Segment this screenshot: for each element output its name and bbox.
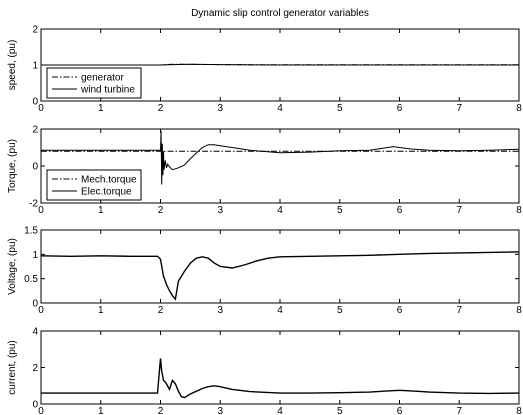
legend-entry: Mech.torque [81, 175, 137, 186]
y-tick-label: 0 [32, 162, 38, 173]
x-tick-label: 2 [158, 103, 164, 114]
y-axis-label: speed, (pu) [7, 40, 18, 91]
x-tick-label: 2 [158, 205, 164, 216]
x-tick-label: 4 [277, 305, 283, 316]
axes-box [40, 229, 520, 304]
series-line-2 [41, 130, 520, 185]
y-axis-label: Torque, (pu) [7, 139, 18, 193]
x-tick-label: 7 [456, 103, 462, 114]
x-tick-label: 0 [38, 406, 44, 415]
x-tick-label: 8 [516, 103, 522, 114]
x-tick-label: 5 [337, 205, 343, 216]
x-tick-label: 1 [98, 103, 104, 114]
x-tick-label: 6 [397, 103, 403, 114]
y-tick-label: 2 [32, 125, 38, 136]
legend-entry: wind turbine [80, 85, 135, 96]
x-tick-label: 8 [516, 305, 522, 316]
y-axis-label: current, (pu) [7, 340, 18, 394]
x-tick-label: 1 [98, 406, 104, 415]
y-tick-label: 1.5 [24, 226, 38, 237]
x-tick-label: 3 [217, 103, 223, 114]
subplot-3: 0 1 2 3 4 5 6 7 8 0 0.5 1 1.5 Voltage, (pu) [7, 226, 522, 317]
y-tick-label: 4 [32, 327, 38, 338]
series-line-1 [40, 251, 520, 301]
x-tick-label: 5 [337, 103, 343, 114]
y-tick-label: 0 [32, 299, 38, 310]
x-tick-label: 0 [38, 205, 44, 216]
x-tick-label: 7 [456, 205, 462, 216]
x-tick-label: 3 [217, 406, 223, 415]
x-tick-label: 4 [277, 103, 283, 114]
subplot-4: 0 1 2 3 4 5 6 7 8 0 2 4 current, (pu) [7, 327, 522, 415]
x-tick-label: 5 [337, 305, 343, 316]
legend-box [46, 169, 142, 201]
series-line-1 [41, 358, 520, 399]
x-tick-label: 8 [516, 205, 522, 216]
y-tick-label: 0 [32, 97, 38, 108]
x-tick-label: 4 [277, 406, 283, 415]
x-tick-label: 1 [98, 205, 104, 216]
x-tick-label: 8 [516, 406, 522, 415]
x-tick-label: 7 [456, 305, 462, 316]
y-tick-label: 2 [32, 363, 38, 374]
x-tick-label: 6 [397, 205, 403, 216]
x-tick-label: 6 [397, 305, 403, 316]
y-tick-label: 0.5 [24, 274, 38, 285]
x-tick-label: 3 [217, 305, 223, 316]
y-tick-label: 1 [32, 61, 38, 72]
y-axis-label: Voltage, (pu) [7, 238, 18, 295]
x-tick-label: 0 [38, 103, 44, 114]
x-tick-label: 3 [217, 205, 223, 216]
series-line-2 [41, 63, 519, 66]
y-tick-label: 2 [32, 25, 38, 36]
x-tick-label: 0 [38, 305, 44, 316]
x-tick-label: 4 [277, 205, 283, 216]
x-tick-label: 2 [158, 305, 164, 316]
legend-box [46, 67, 142, 99]
figure-title: Dynamic slip control generator variables [191, 8, 369, 19]
x-tick-label: 6 [397, 406, 403, 415]
legend-entry: Elec.torque [81, 187, 132, 198]
x-tick-label: 7 [456, 406, 462, 415]
x-tick-label: 1 [98, 305, 104, 316]
y-tick-label: -2 [29, 199, 38, 210]
y-tick-label: 0 [32, 400, 38, 411]
legend-entry: generator [81, 73, 124, 84]
y-tick-label: 1 [32, 250, 38, 261]
x-tick-label: 5 [337, 406, 343, 415]
x-tick-label: 2 [158, 406, 164, 415]
